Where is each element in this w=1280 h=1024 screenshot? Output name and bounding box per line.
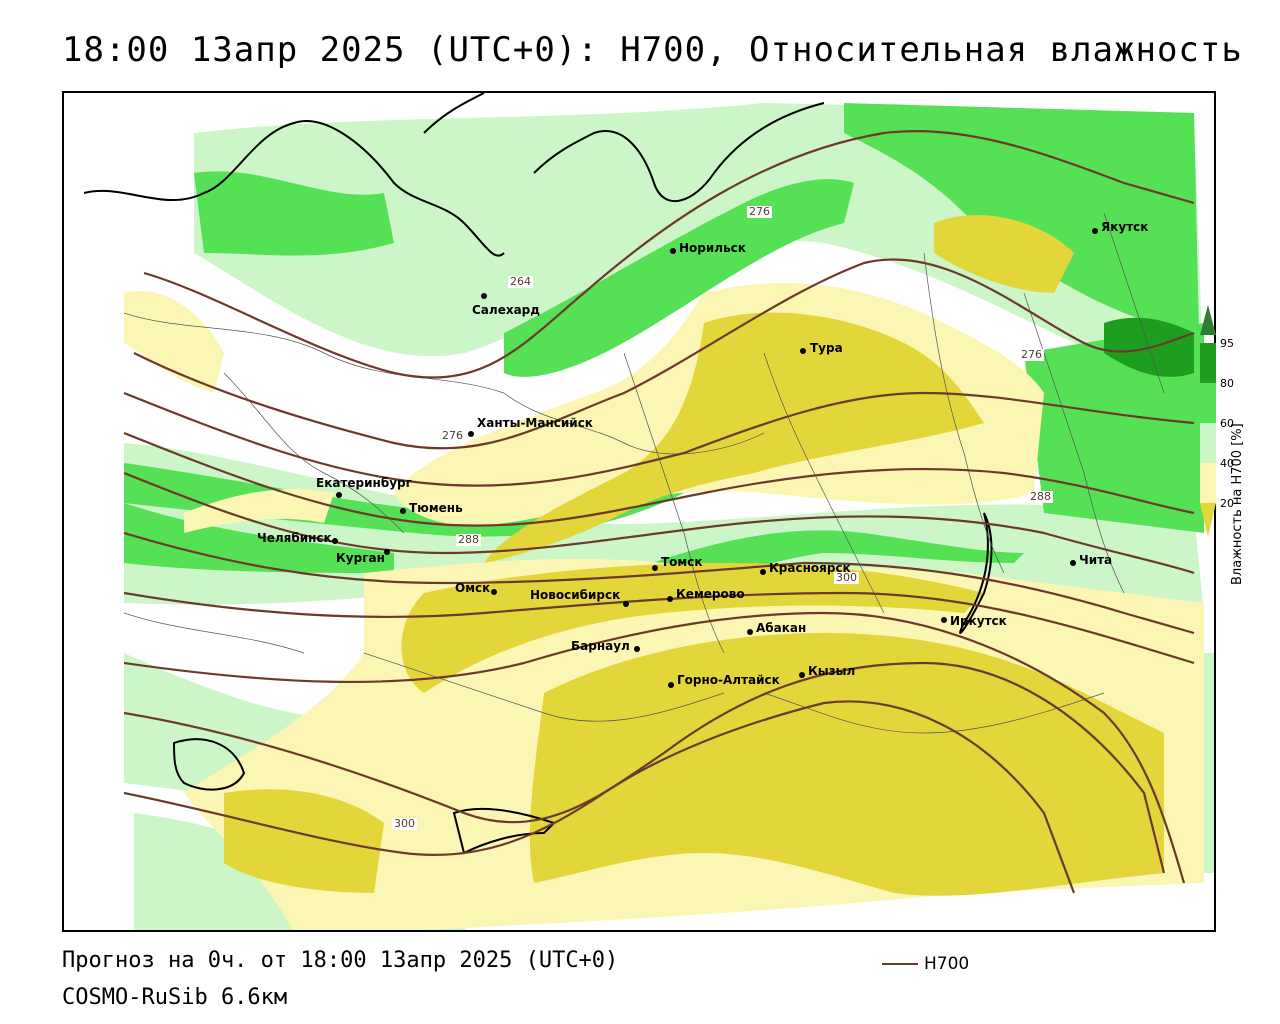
isoline-label-288: 288 [456, 533, 481, 546]
city-marker[interactable] [799, 672, 805, 678]
model-name: COSMO-RuSib 6.6км [62, 985, 288, 1010]
city-marker[interactable] [491, 589, 497, 595]
city-label: Екатеринбург [316, 476, 412, 490]
city-marker[interactable] [384, 549, 390, 555]
city-marker[interactable] [623, 601, 629, 607]
forecast-info: Прогноз на 0ч. от 18:00 13апр 2025 (UTC+… [62, 948, 619, 973]
legend-band-95 [1200, 343, 1216, 383]
city-label: Ханты-Мансийск [477, 416, 593, 430]
city-label: Омск [455, 581, 491, 595]
city-label: Тюмень [409, 501, 463, 515]
city-marker[interactable] [941, 617, 947, 623]
city-label: Норильск [679, 241, 746, 255]
isoline-label-276: 276 [747, 205, 772, 218]
city-marker[interactable] [747, 629, 753, 635]
legend-tick: 95 [1220, 337, 1234, 350]
isoline-label-300: 300 [392, 817, 417, 830]
legend-tick: 80 [1220, 377, 1234, 390]
city-marker[interactable] [652, 565, 658, 571]
map-title: 18:00 13апр 2025 (UTC+0): H700, Относите… [62, 30, 1243, 70]
city-marker[interactable] [481, 293, 487, 299]
city-marker[interactable] [760, 569, 766, 575]
city-marker[interactable] [468, 431, 474, 437]
city-label: Томск [661, 555, 703, 569]
legend-unit-label: Влажность на H700 [%] [1230, 423, 1245, 585]
city-marker[interactable] [400, 508, 406, 514]
coastlines [83, 93, 993, 855]
legend-tick: 60 [1220, 417, 1234, 430]
city-marker[interactable] [634, 646, 640, 652]
city-label: Якутск [1101, 220, 1149, 234]
city-marker[interactable] [1092, 228, 1098, 234]
isoline-label-300: 300 [834, 571, 859, 584]
city-label: Тура [810, 341, 843, 355]
isoline-label-276: 276 [440, 429, 465, 442]
city-marker[interactable] [800, 348, 806, 354]
isoline-key: H700 [882, 954, 969, 974]
admin-borders [123, 212, 1165, 734]
map-canvas [83, 93, 1214, 930]
city-label: Кемерово [676, 587, 745, 601]
city-marker[interactable] [667, 596, 673, 602]
city-marker[interactable] [336, 492, 342, 498]
isoline-label-276: 276 [1019, 348, 1044, 361]
legend-arrow-top [1200, 305, 1216, 335]
isoline-key-line [882, 963, 918, 965]
legend-band-40 [1200, 463, 1216, 503]
city-label: Горно-Алтайск [677, 673, 780, 687]
isoline-key-label: H700 [924, 954, 970, 974]
city-marker[interactable] [668, 682, 674, 688]
city-label: Абакан [756, 621, 807, 635]
legend-tick: 40 [1220, 457, 1234, 470]
city-label: Салехард [472, 303, 540, 317]
legend-band-60 [1200, 423, 1216, 463]
humidity-legend: 95 80 60 40 20 Влажность на H700 [%] [1200, 305, 1260, 585]
isoline-label-288: 288 [1028, 490, 1053, 503]
city-label: Курган [336, 551, 385, 565]
city-marker[interactable] [1070, 560, 1076, 566]
city-label: Челябинск [257, 531, 332, 545]
city-label: Иркутск [950, 614, 1007, 628]
legend-band-80 [1200, 383, 1216, 423]
isoline-label-264: 264 [508, 275, 533, 288]
city-label: Барнаул [571, 639, 630, 653]
legend-tick: 20 [1220, 497, 1234, 510]
city-marker[interactable] [670, 248, 676, 254]
city-label: Чита [1079, 553, 1113, 567]
legend-arrow-bottom [1200, 503, 1216, 537]
city-label: Красноярск [769, 561, 851, 575]
rh-below-20-fields [224, 214, 1164, 896]
city-label: Новосибирск [530, 588, 621, 602]
weather-map[interactable]: 264 276 276 276 288 288 300 300 Якутск Н… [62, 91, 1216, 932]
city-label: Кызыл [808, 664, 856, 678]
h700-isolines [123, 129, 1195, 894]
city-marker[interactable] [332, 538, 338, 544]
